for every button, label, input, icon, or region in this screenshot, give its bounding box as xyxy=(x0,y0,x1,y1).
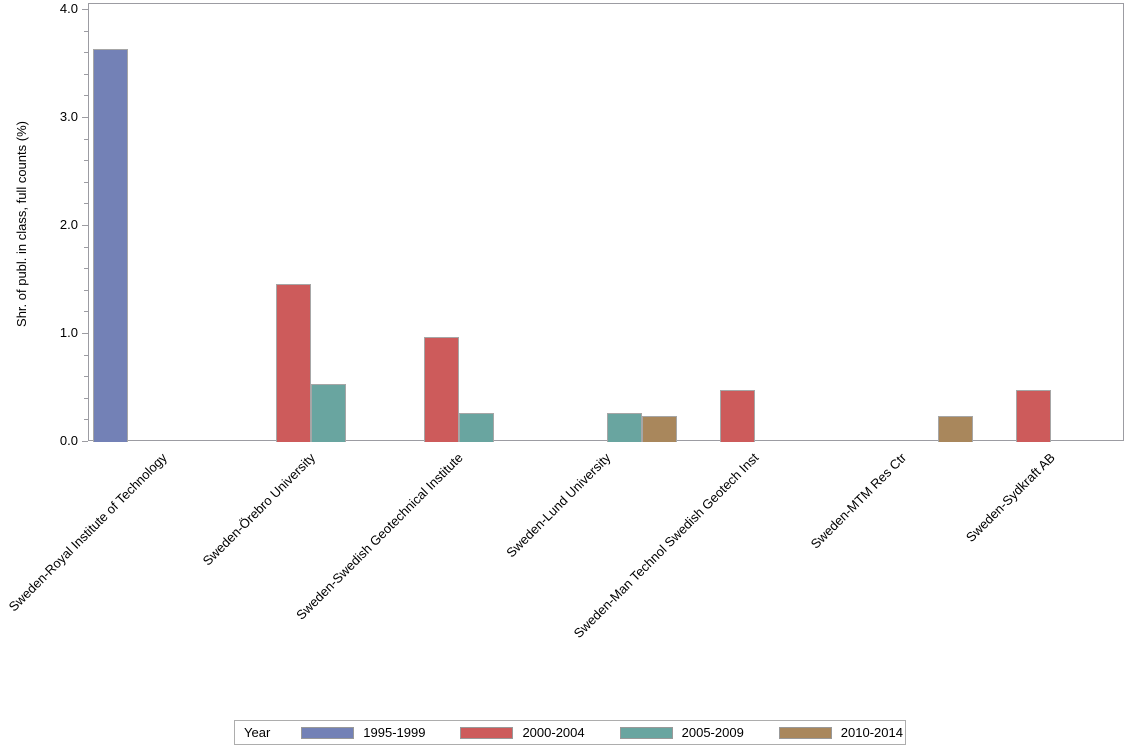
y-minor-tick xyxy=(84,160,88,162)
y-major-tick xyxy=(82,441,88,442)
y-minor-tick xyxy=(84,246,88,248)
y-minor-tick xyxy=(84,95,88,97)
bar-2005-2009-Sweden-Örebro University xyxy=(311,383,346,442)
x-tick-label: Sweden-Lund University xyxy=(503,450,614,561)
legend-label: 2005-2009 xyxy=(681,725,744,740)
y-axis-title: Shr. of publ. in class, full counts (%) xyxy=(14,121,29,327)
bar-2010-2014-Sweden-MTM Res Ctr xyxy=(938,416,973,442)
y-tick-label: 0.0 xyxy=(59,433,78,448)
y-minor-tick xyxy=(84,397,88,399)
y-minor-tick xyxy=(84,73,88,75)
y-minor-tick xyxy=(84,289,88,291)
y-minor-tick xyxy=(84,52,88,54)
legend-swatch-icon xyxy=(460,726,514,739)
legend-entry: 2005-2009 xyxy=(619,725,744,740)
plot-area xyxy=(88,3,1124,442)
legend-label: 1995-1999 xyxy=(363,725,426,740)
legend-swatch-icon xyxy=(301,726,355,739)
legend-swatch-icon xyxy=(619,726,673,739)
legend-entry: 2010-2014 xyxy=(778,725,903,740)
bar-2005-2009-Sweden-Swedish Geotechnical Institute xyxy=(459,412,494,442)
legend-label: 2000-2004 xyxy=(522,725,585,740)
legend-title: Year xyxy=(244,725,271,740)
y-major-tick xyxy=(82,333,88,334)
bar-1995-1999-Sweden-Royal Institute of Technology xyxy=(93,48,128,442)
x-tick-label: Sweden-Man Technol Swedish Geotech Inst xyxy=(570,450,762,641)
bar-2000-2004-Sweden-Man Technol Swedish Geotech Inst xyxy=(720,390,755,442)
x-tick-label: Sweden-Royal Institute of Technology xyxy=(5,450,170,615)
y-minor-tick xyxy=(84,419,88,421)
bar-2000-2004-Sweden-Örebro University xyxy=(276,284,311,442)
y-tick-label: 1.0 xyxy=(59,325,78,340)
y-major-tick xyxy=(82,225,88,226)
legend-entries: 1995-1999 2000-2004 2005-2009 2010-2014 xyxy=(301,725,903,740)
y-major-tick xyxy=(82,117,88,118)
x-tick-label: Sweden-MTM Res Ctr xyxy=(808,450,910,552)
y-major-tick xyxy=(82,9,88,10)
x-tick-label: Sweden-Sydkraft AB xyxy=(962,450,1058,545)
y-tick-label: 3.0 xyxy=(59,109,78,124)
y-minor-tick xyxy=(84,376,88,378)
y-minor-tick xyxy=(84,138,88,140)
y-minor-tick xyxy=(84,354,88,356)
bar-2010-2014-Sweden-Lund University xyxy=(642,416,677,442)
x-tick-label: Sweden-Örebro University xyxy=(199,450,318,569)
legend-entry: 2000-2004 xyxy=(460,725,585,740)
x-tick-label: Sweden-Swedish Geotechnical Institute xyxy=(293,450,466,623)
y-minor-tick xyxy=(84,203,88,205)
legend-swatch-icon xyxy=(778,726,832,739)
legend-entry: 1995-1999 xyxy=(301,725,425,740)
y-minor-tick xyxy=(84,268,88,270)
y-tick-label: 2.0 xyxy=(59,217,78,232)
legend-label: 2010-2014 xyxy=(840,725,903,740)
bar-2000-2004-Sweden-Swedish Geotechnical Institute xyxy=(424,337,459,442)
legend: Year 1995-1999 2000-2004 2005-2009 2010-201… xyxy=(234,720,906,745)
y-minor-tick xyxy=(84,181,88,183)
y-minor-tick xyxy=(84,311,88,313)
bar-2005-2009-Sweden-Lund University xyxy=(607,412,642,442)
y-tick-label: 4.0 xyxy=(59,1,78,16)
y-minor-tick xyxy=(84,30,88,32)
bar-2000-2004-Sweden-Sydkraft AB xyxy=(1016,390,1051,442)
